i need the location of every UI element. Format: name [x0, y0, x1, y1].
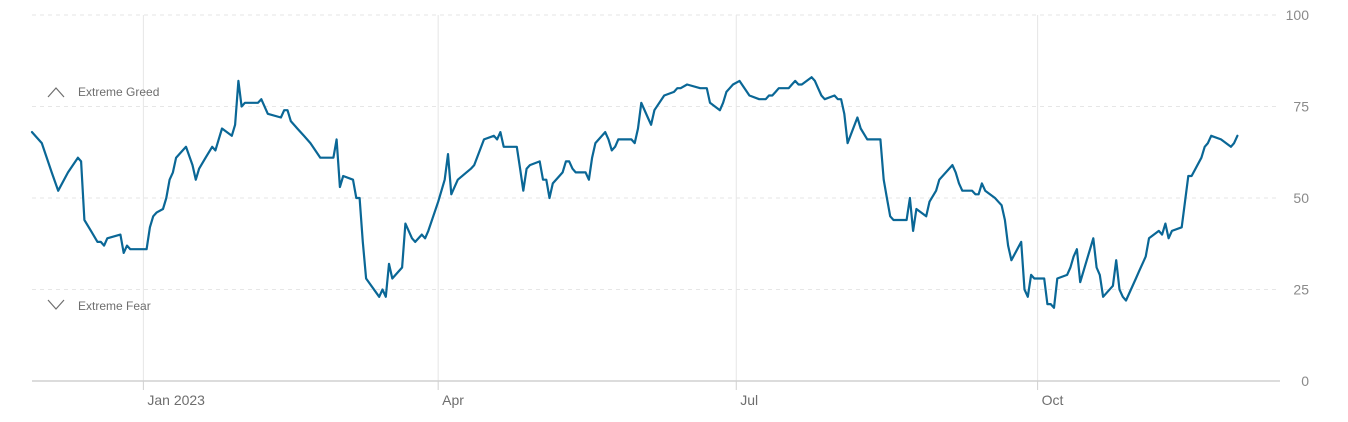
extreme-fear-label: Extreme Fear	[78, 299, 151, 313]
series-line	[30, 76, 1239, 309]
axes	[32, 380, 1280, 390]
tick-labels: 100 75 50 25 0 Jan 2023 Apr Jul Oct	[147, 7, 1309, 408]
grid	[32, 14, 1280, 381]
series	[30, 76, 1239, 309]
zone-annotations: Extreme Greed Extreme Fear	[47, 85, 159, 313]
extreme-greed-label: Extreme Greed	[78, 85, 159, 99]
chevron-down-icon	[47, 299, 65, 310]
x-tick-label: Jan 2023	[147, 392, 205, 408]
y-tick-label: 50	[1293, 190, 1309, 206]
x-tick-label: Apr	[442, 392, 464, 408]
y-tick-label: 25	[1293, 282, 1309, 298]
y-tick-label: 75	[1293, 99, 1309, 115]
y-tick-label: 100	[1286, 7, 1310, 23]
x-tick-label: Jul	[740, 392, 758, 408]
chevron-up-icon	[47, 87, 65, 98]
x-tick-label: Oct	[1042, 392, 1064, 408]
y-tick-label: 0	[1301, 373, 1309, 389]
